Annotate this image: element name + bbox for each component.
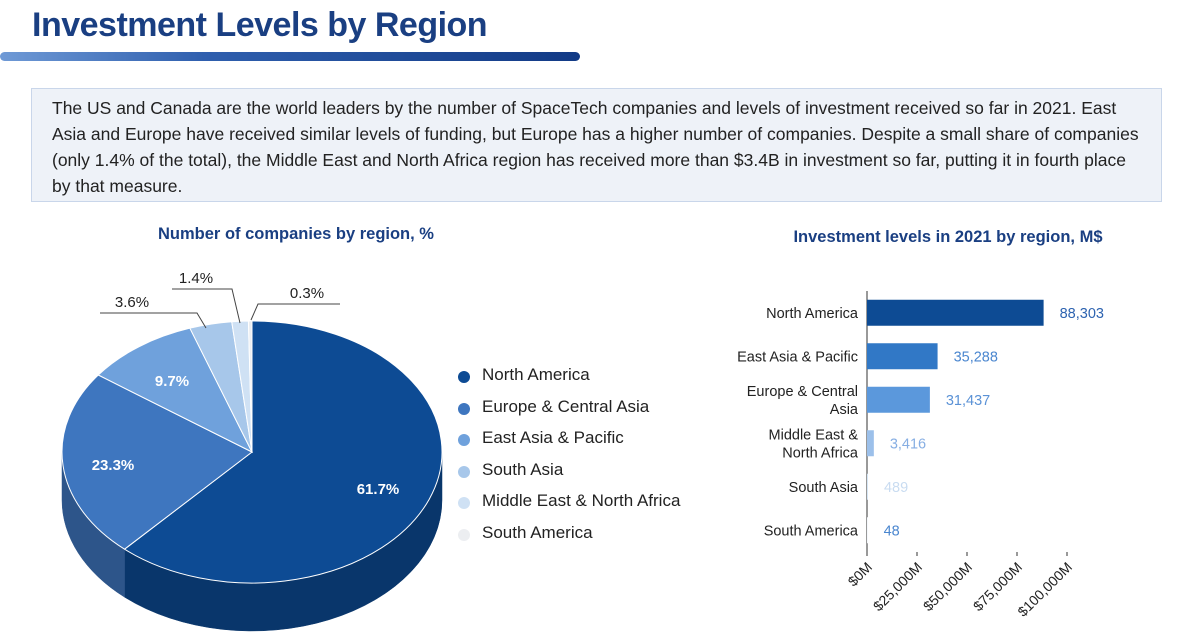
bar-category-label: North America [766,306,859,322]
legend-swatch [458,402,470,415]
legend-item: East Asia & Pacific [458,427,698,448]
pie-slice-5 [247,320,253,453]
bar [867,473,868,500]
pie-data-label: 61.7% [357,481,400,498]
x-tick-label: $50,000M [920,559,975,614]
legend-item: South Asia [458,459,698,480]
x-tick-label: $100,000M [1014,559,1075,620]
x-tick-label: $0M [845,559,876,590]
bar-category-label: South America [764,523,859,539]
pie-leader-line [250,303,340,321]
legend-label: North America [482,365,590,384]
legend-label: East Asia & Pacific [482,428,624,447]
legend-item: Middle East & North Africa [458,490,698,511]
pie-data-label: 3.6% [115,294,149,311]
page-title: Investment Levels by Region [32,6,488,44]
legend-item: South America [458,522,698,543]
pie-leader-line [172,288,241,324]
legend-item: North America [458,364,698,385]
pie-data-label: 0.3% [290,285,324,302]
bar [867,343,938,370]
bar-category-label: Europe & Central Asia [747,384,859,418]
pie-slice-0 [123,320,443,584]
bar-value-label: 3,416 [890,436,926,452]
bar-chart: 88,303 North America 35,288 East Asia & Pac… [737,291,1104,620]
bar-value-label: 48 [884,523,900,539]
legend-label: Middle East & North Africa [482,491,681,510]
bar [867,430,874,457]
bar-chart-title: Investment levels in 2021 by region, M$ [793,228,1102,246]
bar [867,517,868,544]
title-underline [0,52,580,61]
legend-label: Europe & Central Asia [482,396,650,416]
bar-value-label: 489 [884,480,908,496]
legend-swatch [458,434,470,446]
legend-item: Europe & Central Asia [458,396,698,417]
legend-swatch [458,465,470,478]
legend-label: South Asia [482,459,564,479]
bar-value-label: 88,303 [1060,306,1104,322]
bar-value-label: 35,288 [954,349,998,365]
bar [867,386,930,413]
bar-category-label: East Asia & Pacific [737,349,858,365]
bar [867,299,1044,326]
pie-data-label: 23.3% [92,457,135,474]
legend-swatch [458,371,470,383]
legend-swatch [458,497,470,509]
legend-swatch [458,528,470,541]
pie-slice-2 [97,327,254,454]
legend-label: South America [482,522,593,542]
pie-leader-line [100,312,207,329]
pie-slice-1 [61,374,253,550]
pie-data-label: 1.4% [179,270,213,287]
pie-chart: 61.7% 23.3% 9.7% 3.6% 1.4% 0.3% [61,270,443,632]
x-tick-label: $25,000M [870,559,925,614]
bar-category-label: Middle East & North Africa [769,427,859,461]
intro-paragraph: The US and Canada are the world leaders … [31,88,1162,202]
bar-category-label: South Asia [789,480,859,496]
bar-value-label: 31,437 [946,393,990,409]
pie-chart-title: Number of companies by region, % [158,225,434,243]
pie-data-label: 9.7% [155,373,189,390]
pie-legend: North America Europe & Central Asia East A… [458,364,698,553]
